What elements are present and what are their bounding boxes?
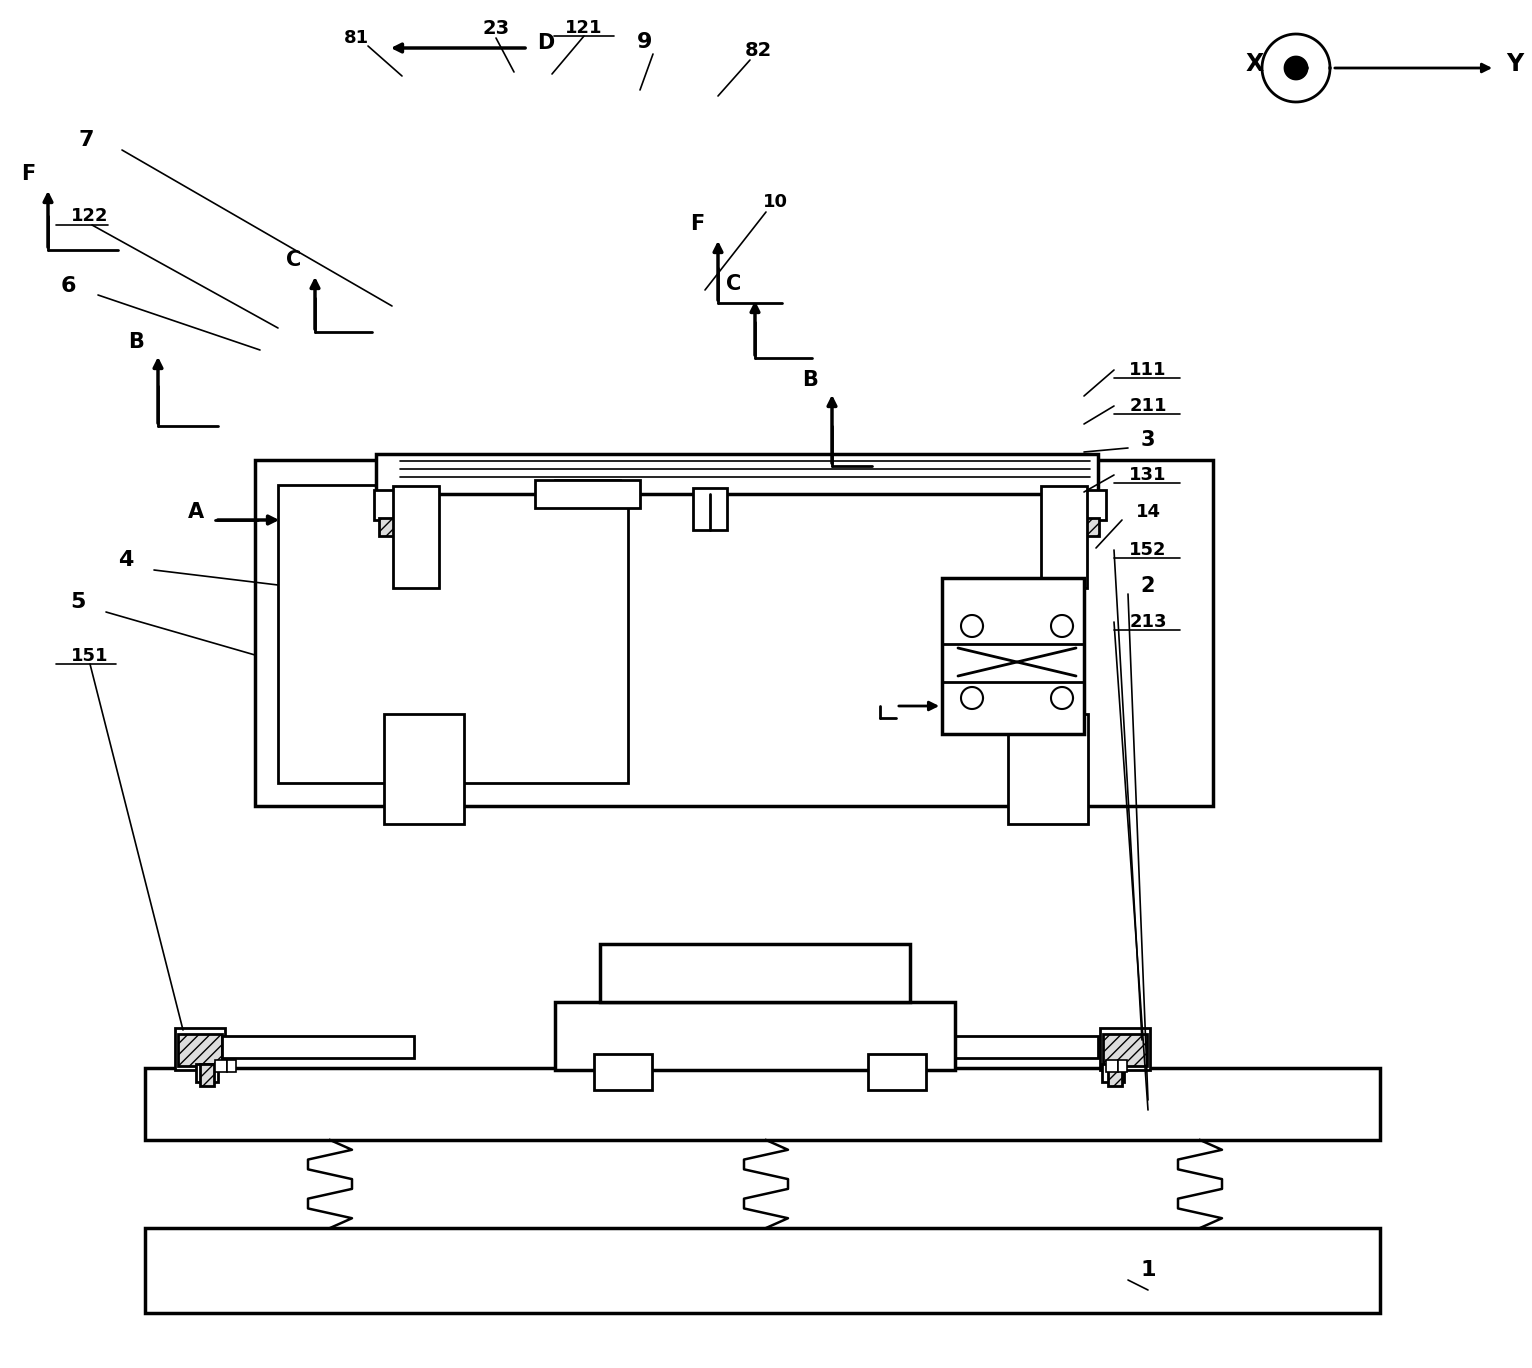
Text: 152: 152 (1129, 540, 1167, 560)
Bar (905, 1036, 1098, 1057)
Text: 213: 213 (1129, 613, 1167, 631)
Bar (1100, 1027, 1151, 1070)
Text: 10: 10 (763, 193, 787, 211)
Text: 151: 151 (72, 647, 109, 665)
Bar (1008, 714, 1088, 824)
Text: 7: 7 (78, 130, 93, 150)
Bar (196, 1064, 218, 1082)
Text: 82: 82 (745, 41, 772, 59)
Text: 9: 9 (637, 31, 653, 52)
Text: F: F (21, 164, 35, 185)
Bar (378, 518, 429, 536)
Bar (601, 944, 910, 1001)
Bar (1049, 518, 1098, 536)
Text: 81: 81 (343, 29, 369, 47)
Bar (201, 1064, 214, 1086)
Text: F: F (689, 213, 705, 234)
Polygon shape (1285, 57, 1307, 79)
Text: A: A (188, 502, 204, 523)
Text: Y: Y (1506, 52, 1524, 77)
Bar (175, 1027, 225, 1070)
Bar (214, 1060, 227, 1073)
Bar (1106, 1060, 1118, 1073)
Bar (146, 1068, 1380, 1140)
Text: B: B (129, 332, 144, 352)
Bar (1102, 1064, 1124, 1082)
Bar (1043, 490, 1106, 520)
Text: C: C (726, 274, 741, 294)
Text: 2: 2 (1141, 576, 1155, 596)
Bar (1016, 722, 1079, 818)
Text: B: B (803, 369, 818, 390)
Bar (1042, 486, 1088, 588)
Bar (601, 1059, 645, 1085)
Text: 5: 5 (70, 592, 86, 611)
Bar (400, 490, 432, 580)
Bar (254, 460, 1213, 806)
Bar (942, 579, 1085, 735)
Text: 131: 131 (1129, 466, 1167, 484)
Bar (385, 714, 464, 824)
Text: 14: 14 (1135, 503, 1161, 521)
Text: 111: 111 (1129, 361, 1167, 379)
Text: D: D (538, 33, 555, 53)
Bar (535, 480, 640, 508)
Bar (1103, 1034, 1147, 1066)
Bar (394, 486, 440, 588)
Bar (555, 480, 620, 499)
Bar (692, 488, 728, 529)
Bar (555, 1001, 954, 1070)
Text: 23: 23 (483, 19, 510, 37)
Text: 6: 6 (60, 276, 75, 295)
Bar (594, 1053, 653, 1090)
Bar (875, 1059, 919, 1085)
Text: 211: 211 (1129, 397, 1167, 415)
Text: 4: 4 (118, 550, 133, 570)
Bar (178, 1034, 222, 1066)
Text: 122: 122 (72, 207, 109, 224)
Text: X: X (1246, 52, 1264, 77)
Bar (146, 1228, 1380, 1313)
Bar (277, 486, 628, 782)
Bar (1118, 1060, 1128, 1073)
Bar (1108, 1064, 1121, 1086)
Bar (392, 722, 453, 818)
Bar (222, 1036, 414, 1057)
Bar (869, 1053, 925, 1090)
Bar (374, 490, 437, 520)
Text: C: C (286, 250, 302, 269)
Bar (227, 1060, 236, 1073)
Text: 1: 1 (1140, 1260, 1155, 1280)
Text: 3: 3 (1141, 430, 1155, 450)
Bar (1048, 490, 1080, 580)
Text: 121: 121 (565, 19, 602, 37)
Bar (375, 454, 1098, 494)
